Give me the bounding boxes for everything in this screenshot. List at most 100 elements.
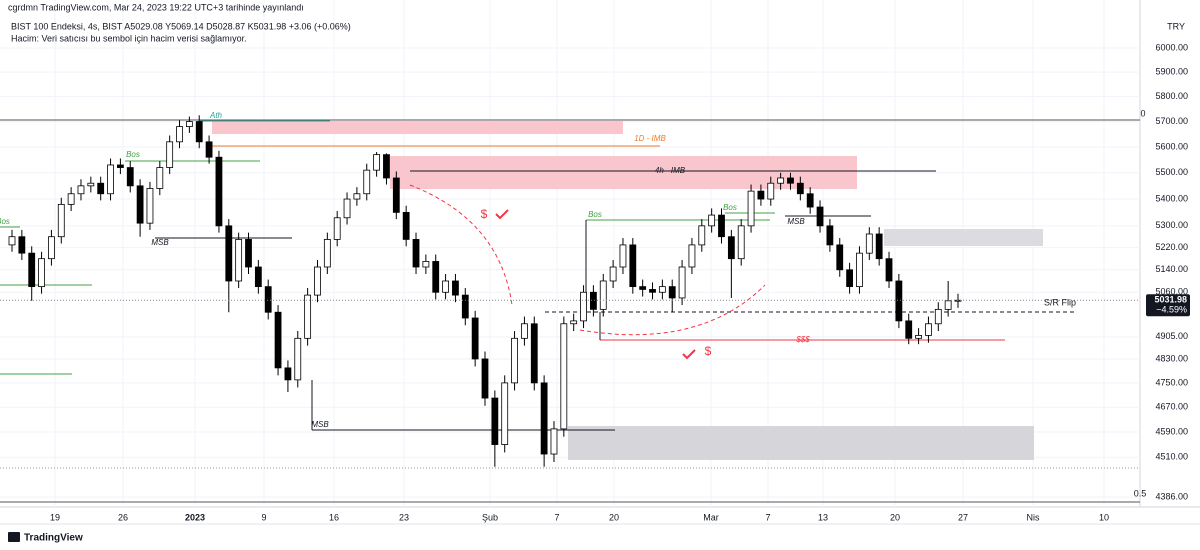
y-tick-label: 4386.00 bbox=[1155, 492, 1188, 502]
candle-body bbox=[629, 244, 637, 288]
candle-body bbox=[639, 286, 647, 290]
candle-body bbox=[323, 239, 331, 268]
x-tick-label: 23 bbox=[399, 512, 409, 522]
candle-body bbox=[235, 239, 243, 282]
candle-body bbox=[767, 182, 775, 200]
y-tick-label: 5500.00 bbox=[1155, 167, 1188, 177]
candle-body bbox=[28, 252, 36, 288]
candle-body bbox=[698, 225, 706, 246]
candle-body bbox=[816, 206, 824, 227]
x-tick-label: 7 bbox=[554, 512, 559, 522]
annotation: 0 bbox=[1140, 108, 1145, 118]
candle-body bbox=[383, 154, 390, 179]
y-tick-label: 4905.00 bbox=[1155, 331, 1188, 341]
check-icon bbox=[682, 349, 696, 360]
annotation: 0.5 bbox=[1134, 488, 1147, 498]
candle-body bbox=[442, 280, 449, 293]
candle-body bbox=[678, 266, 686, 299]
annotation: Bos bbox=[126, 150, 140, 159]
y-tick-label: 5900.00 bbox=[1155, 67, 1188, 77]
last-price-box bbox=[1146, 294, 1190, 317]
candle-body bbox=[97, 182, 105, 195]
x-tick-label: 9 bbox=[261, 512, 266, 522]
y-tick-label: 5800.00 bbox=[1155, 91, 1188, 101]
y-tick-label: 6000.00 bbox=[1155, 42, 1188, 52]
candle-body bbox=[245, 239, 252, 268]
candle-body bbox=[856, 252, 863, 288]
y-tick-label: 4590.00 bbox=[1155, 426, 1188, 436]
candle-body bbox=[412, 239, 420, 268]
y-tick-label: 5060.00 bbox=[1155, 287, 1188, 297]
currency: TRY bbox=[1167, 21, 1185, 31]
published-note: cgrdmn TradingView.com, Mar 24, 2023 19:… bbox=[8, 2, 304, 12]
candle-body bbox=[57, 203, 65, 238]
candle-body bbox=[195, 121, 203, 143]
annotation: Bos bbox=[588, 210, 602, 219]
x-tick-label: 13 bbox=[818, 512, 828, 522]
x-tick-label: 16 bbox=[329, 512, 339, 522]
annotation: 1D - IMB bbox=[634, 134, 666, 143]
candle-body bbox=[885, 258, 893, 282]
annotation: $$$ bbox=[795, 335, 810, 344]
y-tick-label: 4830.00 bbox=[1155, 353, 1188, 363]
candle-body bbox=[363, 169, 371, 195]
candle-body bbox=[205, 141, 213, 158]
candle-body bbox=[333, 217, 341, 240]
candle-body bbox=[274, 311, 282, 369]
candle-body bbox=[67, 193, 75, 205]
candle-body bbox=[619, 244, 627, 268]
candle-body bbox=[284, 367, 292, 381]
x-tick-label: 26 bbox=[118, 512, 128, 522]
x-tick-label: 20 bbox=[609, 512, 619, 522]
candle-body bbox=[107, 164, 114, 195]
annotation: $ bbox=[705, 344, 712, 358]
candle-body bbox=[806, 193, 814, 208]
candle-body bbox=[18, 236, 26, 254]
candle-body bbox=[136, 185, 144, 224]
candle-body bbox=[146, 188, 154, 224]
annotation: Bos bbox=[723, 203, 737, 212]
y-tick-label: 4750.00 bbox=[1155, 377, 1188, 387]
candle-body bbox=[343, 198, 351, 219]
candle-body bbox=[264, 286, 272, 313]
candle-body bbox=[215, 156, 223, 227]
candle-body bbox=[688, 244, 696, 268]
x-tick-label: 10 bbox=[1099, 512, 1109, 522]
y-tick-label: 4510.00 bbox=[1155, 452, 1188, 462]
candle-body bbox=[925, 323, 932, 336]
candle-body bbox=[599, 280, 607, 310]
candle-body bbox=[580, 291, 587, 322]
footer-brand: TradingView bbox=[24, 533, 83, 544]
candle-body bbox=[491, 397, 499, 445]
y-tick-label: 4670.00 bbox=[1155, 402, 1188, 412]
y-tick-label: 5300.00 bbox=[1155, 220, 1188, 230]
candle-body bbox=[402, 211, 410, 240]
candle-body bbox=[461, 294, 469, 319]
candle-body bbox=[166, 141, 174, 168]
annotation: MSB bbox=[311, 420, 329, 429]
symbol-info: BIST 100 Endeksi, 4s, BIST A5029.08 Y506… bbox=[11, 21, 351, 31]
candle-body bbox=[589, 291, 597, 310]
imb-zone bbox=[212, 121, 623, 134]
y-tick-label: 5220.00 bbox=[1155, 242, 1188, 252]
candle-body bbox=[796, 182, 804, 195]
candle-body bbox=[116, 164, 124, 168]
candle-body bbox=[422, 261, 430, 268]
x-tick-label: 27 bbox=[958, 512, 968, 522]
last-price-change: −4.59% bbox=[1156, 305, 1187, 315]
candle-body bbox=[757, 190, 765, 200]
y-tick-label: 5600.00 bbox=[1155, 141, 1188, 151]
annotation: MSB bbox=[787, 217, 805, 226]
candle-body bbox=[668, 286, 676, 299]
candle-body bbox=[875, 233, 883, 260]
candle-body bbox=[530, 323, 538, 384]
candle-body bbox=[501, 382, 509, 445]
annotation: Bos bbox=[0, 217, 10, 226]
candle-body bbox=[77, 185, 85, 195]
candle-body bbox=[609, 266, 617, 282]
candle-body bbox=[8, 236, 16, 246]
candle-body bbox=[895, 280, 903, 322]
candle-body bbox=[432, 261, 440, 293]
candle-body bbox=[87, 182, 95, 187]
